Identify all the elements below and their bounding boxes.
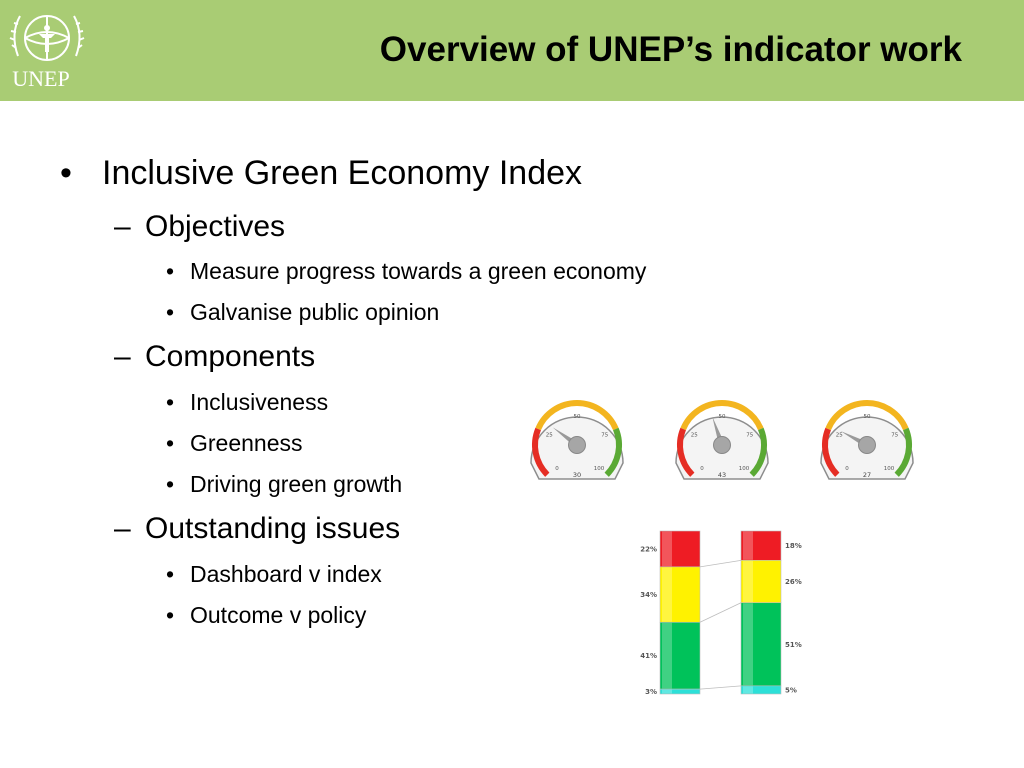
gauge-band-low [677,427,695,477]
bullet-main: • Inclusive Green Economy Index [60,154,583,192]
gauge-band-low [532,427,550,477]
bullet-item: • Outcome v policy [166,602,367,628]
stacked-bars-graphic: 22% 34% 41% 3% 18% 26% 51% 5% [640,530,802,696]
gauge-tick-label: 100 [884,466,895,472]
gauge-band-high [749,427,767,477]
bar-segment [659,530,701,568]
bar-segment-label: 18% [785,542,802,550]
bar-connector-line [699,559,742,568]
slide-title: Overview of UNEP’s indicator work [379,30,962,69]
gauge-band-high [894,427,912,477]
components-heading: Components [145,340,316,373]
bar-segment [740,602,782,687]
bar-segment-highlight [662,689,672,694]
gauge-tick-label: 50 [719,414,726,420]
gauge-tick-label: 100 [739,466,750,472]
gauge-band-low [822,427,840,477]
bullet-item: • Inclusiveness [166,389,329,415]
gauge-tick-label: 75 [601,433,608,439]
bullet-objectives: – Objectives [114,210,286,243]
gauge-tick-label: 50 [864,414,871,420]
gauge: 0 25 50 75 100 43 [675,400,769,480]
bullet-main-text: Inclusive Green Economy Index [102,154,583,192]
bar-segment-highlight [743,531,753,560]
bar-segment-highlight [662,531,672,567]
gauge-band-mid [825,400,909,431]
bar-connector-line [699,602,742,623]
gauge-hub [568,436,586,454]
gauge-tick-label: 50 [574,414,581,420]
bullet-item: • Dashboard v index [166,561,382,587]
gauge: 0 25 50 75 100 30 [530,400,624,480]
logo-text: UNEP [12,66,70,91]
gauge-value-label: 27 [863,471,871,479]
gauge-value-label: 43 [718,471,726,479]
bar-segment-highlight [743,686,753,694]
bar-segment-highlight [743,560,753,603]
bar-connector-line [699,685,742,690]
bar-segment [659,688,701,695]
bullet-item: • Galvanise public opinion [166,299,440,325]
gauge-value-label: 30 [573,471,581,479]
gauge-tick-label: 0 [845,466,849,472]
bar-segment-label: 22% [640,545,657,553]
gauge-band-mid [535,400,619,431]
gauges-graphic: 0 25 50 75 100 30 0 25 50 75 100 43 0 25 50 75 100 27 [530,400,914,480]
bar-segment-highlight [743,603,753,686]
bullet-components: – Components [114,340,316,373]
header-bar: UNEP Overview of UNEP’s indicator work [0,0,1024,101]
gauge-tick-label: 25 [691,433,698,439]
outstanding-heading: Outstanding issues [145,512,401,545]
gauge-tick-label: 0 [700,466,704,472]
gauge-band-high [604,427,622,477]
gauge-tick-label: 0 [555,466,559,472]
bar-segment-highlight [662,622,672,689]
bar-segment [740,530,782,561]
bullet-outstanding: – Outstanding issues [114,512,401,545]
gauge-hub [713,436,731,454]
bullet-item: • Greenness [166,430,303,456]
bar-segment-highlight [662,567,672,622]
bar-segment-label: 41% [640,652,657,660]
bar-segment-label: 34% [640,591,657,599]
bullet-item: • Driving green growth [166,471,403,497]
bar-segment-label: 51% [785,641,802,649]
gauge-tick-label: 25 [546,433,553,439]
bar-segment-label: 3% [645,688,657,696]
gauge-tick-label: 75 [891,433,898,439]
gauge-band-mid [680,400,764,431]
gauge-hub [858,436,876,454]
bar-segment [659,566,701,623]
bar-segment-label: 5% [785,686,797,694]
gauge-tick-label: 100 [594,466,605,472]
bar-segment [740,685,782,695]
bar-segment-label: 26% [785,578,802,586]
gauge-tick-label: 25 [836,433,843,439]
unep-logo [9,15,85,61]
gauge-tick-label: 75 [746,433,753,439]
gauge: 0 25 50 75 100 27 [820,400,914,480]
objectives-heading: Objectives [145,210,286,243]
bar-segment [740,560,782,604]
bullet-item: • Measure progress towards a green econom… [166,258,647,284]
